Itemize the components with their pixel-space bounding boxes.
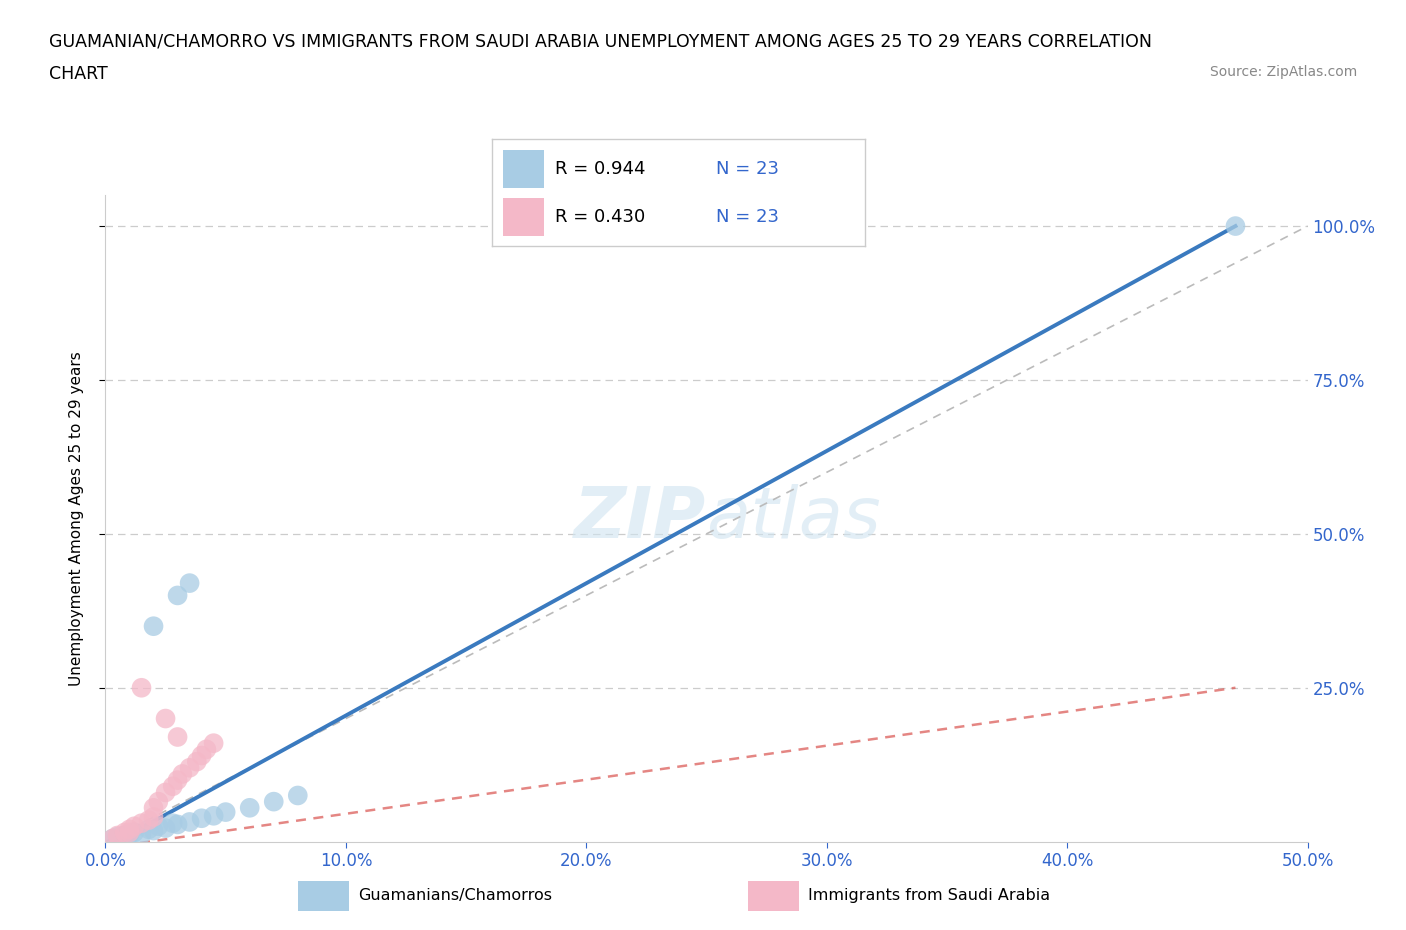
Point — [131, 816, 153, 830]
Text: Source: ZipAtlas.com: Source: ZipAtlas.com — [1209, 65, 1357, 79]
Point — [155, 711, 177, 726]
Point — [155, 820, 177, 835]
Point — [142, 801, 165, 816]
Point — [124, 825, 146, 840]
Text: N = 23: N = 23 — [716, 160, 779, 178]
Point — [202, 736, 225, 751]
Text: Guamanians/Chamorros: Guamanians/Chamorros — [357, 887, 551, 903]
Point — [166, 817, 188, 831]
Point — [101, 831, 124, 846]
Point — [118, 825, 141, 840]
Point — [162, 816, 184, 830]
FancyBboxPatch shape — [748, 881, 799, 911]
Point — [131, 827, 153, 842]
Text: GUAMANIAN/CHAMORRO VS IMMIGRANTS FROM SAUDI ARABIA UNEMPLOYMENT AMONG AGES 25 TO: GUAMANIAN/CHAMORRO VS IMMIGRANTS FROM SA… — [49, 33, 1152, 50]
Point — [162, 778, 184, 793]
Point — [101, 831, 124, 846]
Point — [118, 822, 141, 837]
Point — [148, 818, 170, 833]
Point — [166, 729, 188, 744]
Point — [118, 827, 141, 842]
Point — [179, 576, 201, 591]
Point — [214, 804, 236, 819]
Text: N = 23: N = 23 — [716, 208, 779, 226]
Point — [190, 748, 212, 763]
Y-axis label: Unemployment Among Ages 25 to 29 years: Unemployment Among Ages 25 to 29 years — [69, 352, 84, 685]
Text: R = 0.430: R = 0.430 — [555, 208, 645, 226]
Point — [142, 823, 165, 838]
FancyBboxPatch shape — [298, 881, 349, 911]
Point — [190, 811, 212, 826]
Point — [186, 754, 208, 769]
FancyBboxPatch shape — [503, 151, 544, 188]
Text: atlas: atlas — [707, 484, 882, 553]
Point — [114, 828, 136, 843]
Point — [166, 773, 188, 788]
Point — [1225, 219, 1247, 233]
Point — [263, 794, 285, 809]
Point — [179, 815, 201, 830]
Point — [142, 810, 165, 825]
Text: CHART: CHART — [49, 65, 108, 83]
FancyBboxPatch shape — [503, 198, 544, 236]
Point — [195, 742, 218, 757]
Point — [148, 794, 170, 809]
Point — [138, 813, 160, 828]
Text: R = 0.944: R = 0.944 — [555, 160, 645, 178]
Point — [287, 788, 309, 803]
Point — [239, 801, 262, 816]
Point — [114, 825, 136, 840]
Point — [107, 830, 129, 844]
Point — [166, 588, 188, 603]
Text: Immigrants from Saudi Arabia: Immigrants from Saudi Arabia — [807, 887, 1050, 903]
Point — [107, 828, 129, 843]
Text: ZIP: ZIP — [574, 484, 707, 553]
Point — [179, 761, 201, 776]
Point — [202, 808, 225, 823]
Point — [138, 822, 160, 837]
Point — [155, 785, 177, 800]
Point — [172, 766, 194, 781]
Point — [131, 681, 153, 696]
Point — [124, 818, 146, 833]
Point — [142, 618, 165, 633]
